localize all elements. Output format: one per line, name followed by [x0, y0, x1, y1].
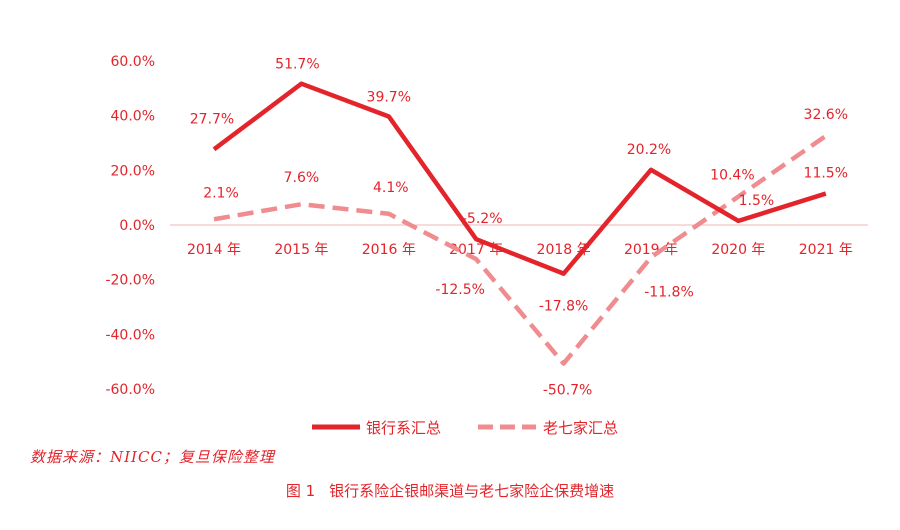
figure-number: 图 1: [285, 482, 316, 500]
data-label: 27.7%: [190, 111, 234, 127]
series-line-dashed: [213, 134, 828, 366]
x-tick-label: 2016 年: [362, 242, 416, 258]
x-tick-label: 2019 年: [624, 242, 678, 258]
data-label: -12.5%: [435, 282, 485, 298]
figure-caption: 图 1 银行系险企银邮渠道与老七家险企保费增速: [0, 480, 900, 501]
legend-label: 银行系汇总: [366, 419, 441, 437]
data-label: -11.8%: [644, 284, 694, 300]
data-label: 10.4%: [710, 168, 754, 184]
data-label: 7.6%: [284, 170, 320, 186]
y-tick-label: 40.0%: [111, 109, 155, 125]
x-tick-label: 2014 年: [187, 242, 241, 258]
y-tick-label: 20.0%: [111, 163, 155, 179]
data-label: -17.8%: [539, 299, 589, 315]
data-label: -50.7%: [543, 383, 593, 399]
series-line-solid: [212, 81, 827, 276]
data-source-note: 数据来源：NIICC；复旦保险整理: [30, 448, 275, 466]
y-tick-label: -60.0%: [105, 382, 155, 398]
x-tick-label: 2015 年: [274, 242, 328, 258]
y-tick-label: 60.0%: [111, 54, 155, 70]
data-label: 2.1%: [203, 185, 239, 201]
y-tick-label: -20.0%: [105, 273, 155, 289]
y-tick-label: -40.0%: [105, 327, 155, 343]
figure-title: 银行系险企银邮渠道与老七家险企保费增速: [329, 482, 615, 500]
legend-label: 老七家汇总: [543, 419, 618, 437]
data-label: 20.2%: [627, 142, 671, 158]
x-tick-label: 2021 年: [799, 242, 853, 258]
data-label: 32.6%: [804, 107, 848, 123]
series-layer: [212, 81, 828, 366]
data-label: 4.1%: [373, 180, 409, 196]
data-label: 11.5%: [804, 166, 848, 182]
data-label: 51.7%: [275, 57, 319, 73]
data-labels: 27.7% 51.7% 39.7% -5.2% -17.8% 20.2% 1.5% 11.5%…: [190, 57, 848, 399]
x-tick-label: 2020 年: [711, 242, 765, 258]
y-tick-label: 0.0%: [119, 218, 155, 234]
legend: 银行系汇总 老七家汇总: [312, 419, 618, 437]
y-axis-ticks: 60.0% 40.0% 20.0% 0.0% -20.0% -40.0% -60.0%: [105, 54, 155, 398]
x-tick-label: 2018 年: [537, 242, 591, 258]
data-label: 39.7%: [367, 89, 411, 105]
data-label: -5.2%: [462, 211, 503, 227]
data-label: 1.5%: [739, 193, 775, 209]
